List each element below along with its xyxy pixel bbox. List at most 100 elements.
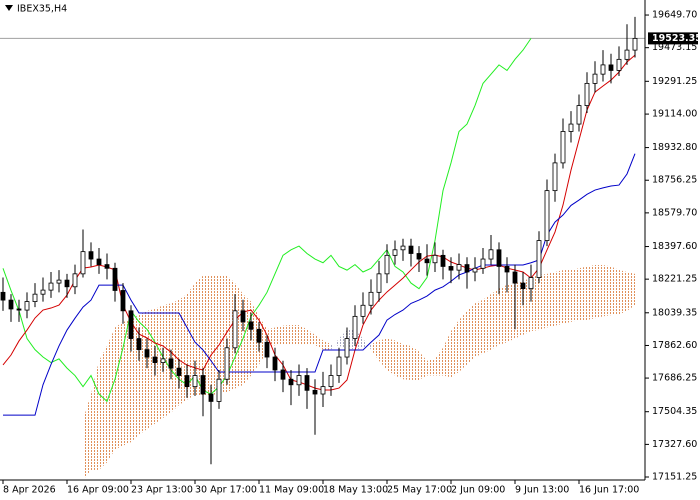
cloud-segment <box>323 340 331 350</box>
cloud-segment <box>91 360 99 471</box>
cloud-segment <box>99 345 107 470</box>
cloud-segment <box>371 340 379 361</box>
cloud-segment <box>195 275 203 395</box>
y-tick-label: 17504.35 <box>652 406 697 417</box>
candle-body <box>280 369 286 380</box>
cloud-segment <box>179 294 187 406</box>
candle-body <box>464 264 470 273</box>
candle-body <box>224 347 230 380</box>
candle-body <box>176 367 182 376</box>
cloud-segment <box>459 310 467 372</box>
cloud-segment <box>611 266 619 316</box>
axis-layer: 19649.70 19473.15 19291.25 19114.00 18932.80… <box>2 10 700 496</box>
chikou-line <box>2 38 532 403</box>
cloud-segment <box>283 325 291 346</box>
candle-body <box>184 375 190 388</box>
candle-body <box>384 254 390 275</box>
candle-body <box>560 131 566 164</box>
symbol-icon <box>5 5 13 11</box>
cloud-segment <box>235 283 243 389</box>
cloud-segment <box>211 275 219 395</box>
candle-body <box>64 279 70 288</box>
cloud-segment <box>619 269 627 315</box>
x-tick-label: 18 May 13:00 <box>323 485 388 496</box>
candle-body <box>352 315 358 339</box>
candle-body <box>192 375 198 388</box>
cloud-segment <box>243 294 251 385</box>
cloud-segment <box>627 271 635 311</box>
candle-body <box>344 338 350 358</box>
cloud-segment <box>491 288 499 350</box>
candle-body <box>488 249 494 260</box>
cloud-segment <box>523 277 531 335</box>
cloud-segment <box>331 338 339 350</box>
candle-body <box>544 190 550 241</box>
cloud-segment <box>539 273 547 331</box>
cloud-segment <box>123 320 131 446</box>
candle-body <box>552 162 558 192</box>
x-tick-label: 25 May 17:00 <box>387 485 452 496</box>
candle-body <box>112 267 118 291</box>
candle-body <box>72 273 78 288</box>
y-tick-label: 19291.25 <box>652 76 697 87</box>
cloud-segment <box>443 331 451 378</box>
cloud-segment <box>427 358 435 376</box>
candle-body <box>96 258 102 265</box>
x-tick-label: 8 Apr 2026 <box>3 485 56 496</box>
candle-body <box>256 328 262 343</box>
candle-body <box>616 58 622 71</box>
candle-body <box>272 356 278 371</box>
cloud-segment <box>571 268 579 322</box>
candle-body <box>264 341 270 358</box>
y-tick-label: 18579.70 <box>652 207 697 218</box>
cloud-segment <box>507 283 515 343</box>
x-tick-label: 16 Apr 09:00 <box>67 485 129 496</box>
candle-body <box>128 310 134 339</box>
cloud-segment <box>139 310 147 435</box>
y-tick-label: 18397.60 <box>652 241 697 252</box>
cloud-segment <box>483 294 491 354</box>
x-tick-label: 2 Jun 09:00 <box>451 485 505 496</box>
candle-body <box>416 253 422 260</box>
candle-body <box>56 279 62 284</box>
candle-body <box>0 291 6 301</box>
cloud-segment <box>579 266 587 321</box>
cloud-segment <box>187 283 195 400</box>
cloud-segment <box>435 347 443 376</box>
lines-layer <box>0 37 645 416</box>
x-tick-label: 9 Jun 13:00 <box>515 485 569 496</box>
candle-body <box>632 37 638 51</box>
candle-body <box>456 264 462 271</box>
candle-body <box>448 266 454 271</box>
candle-body <box>512 271 518 284</box>
y-tick-label: 17151.25 <box>652 471 697 482</box>
cloud-segment <box>515 281 523 339</box>
candle-body <box>624 49 630 60</box>
candle-body <box>496 249 502 267</box>
y-tick-label: 17686.25 <box>652 373 697 384</box>
candle-body <box>520 282 526 290</box>
kijun-line <box>3 153 636 416</box>
candle-body <box>584 82 590 106</box>
cloud-segment <box>451 320 459 378</box>
cloud-segment <box>563 269 571 324</box>
candle-body <box>328 375 334 388</box>
chart-title: IBEX35,H4 <box>17 4 67 15</box>
candle-body <box>304 375 310 391</box>
candle-body <box>480 258 486 269</box>
candle-body <box>120 290 126 312</box>
y-tick-label: 19473.15 <box>652 42 697 53</box>
candle-body <box>336 356 342 376</box>
candle-body <box>608 64 614 71</box>
cloud-segment <box>403 344 411 380</box>
y-tick-label: 18039.35 <box>652 307 697 318</box>
cloud-segment <box>603 264 611 317</box>
candle-body <box>368 291 374 306</box>
candle-body <box>168 358 174 369</box>
candle-body <box>432 254 438 264</box>
y-tick-label: 18756.25 <box>652 175 697 186</box>
x-tick-label: 11 May 09:00 <box>259 485 324 496</box>
candle-body <box>80 251 86 275</box>
candle-body <box>240 310 246 323</box>
candle-body <box>136 338 142 351</box>
